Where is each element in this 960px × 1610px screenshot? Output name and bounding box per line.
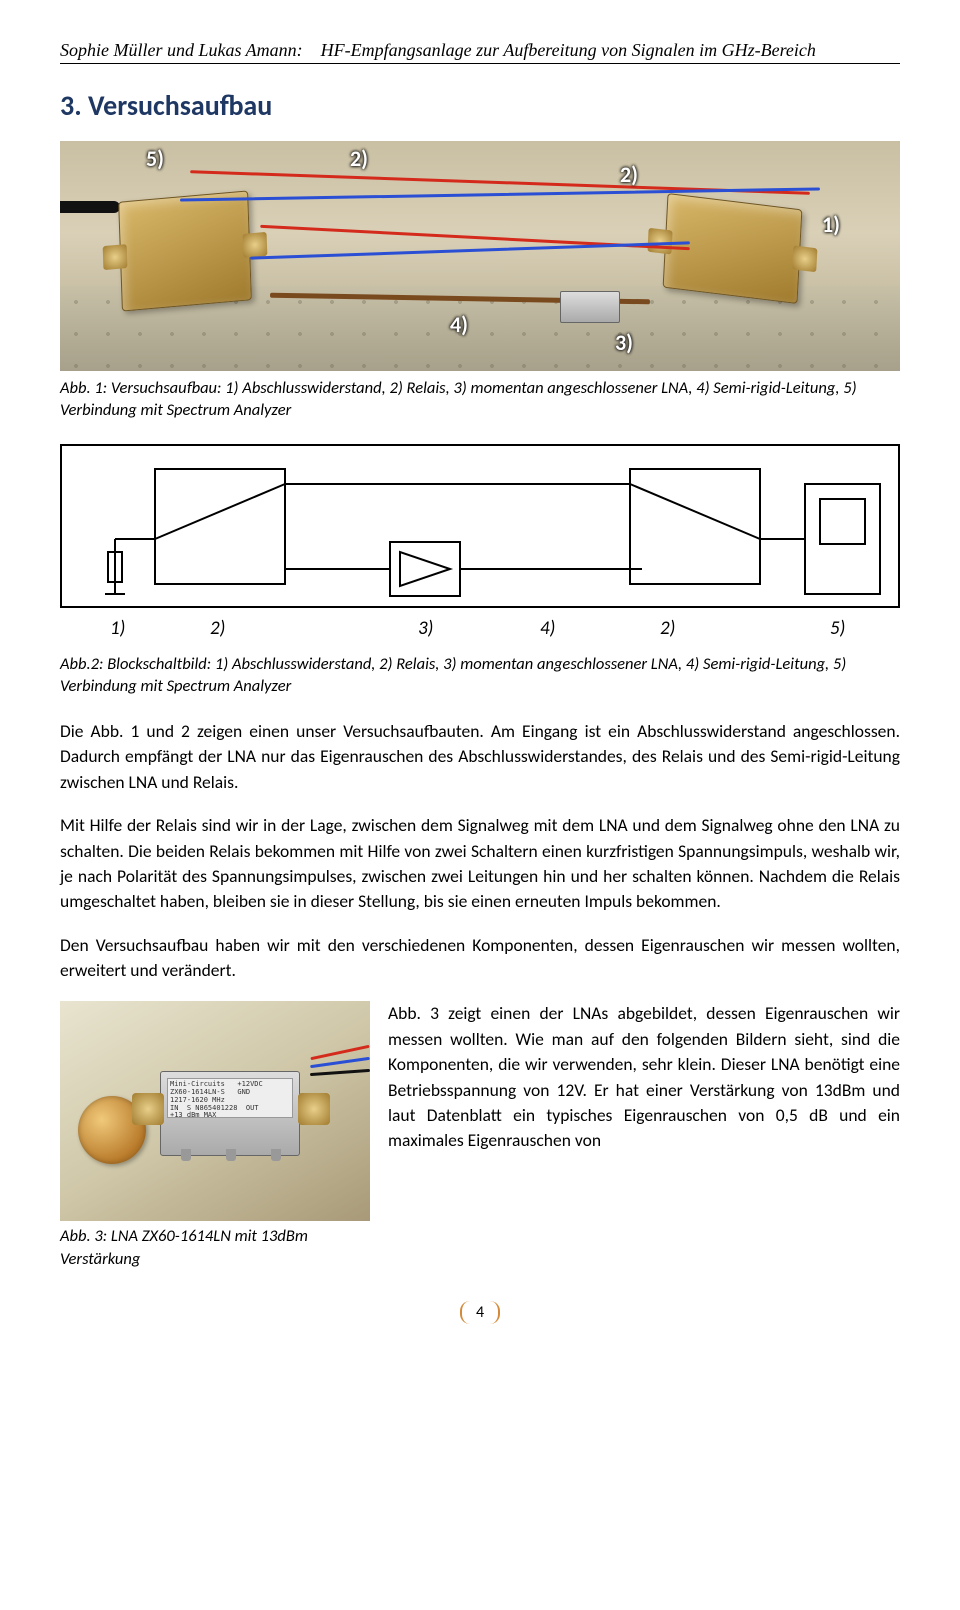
svg-text:2): 2) [210,617,225,640]
svg-text:3): 3) [418,617,433,640]
paragraph-4: Abb. 3 zeigt einen der LNAs abgebildet, … [388,1001,900,1153]
figure-2-diagram: 1) 2) 3) 4) 2) 5) [60,444,900,649]
svg-text:2): 2) [660,617,675,640]
svg-text:1): 1) [110,617,125,640]
paragraph-3: Den Versuchsaufbau haben wir mit den ver… [60,933,900,984]
fig1-label-1: 1) [822,211,840,238]
svg-text:5): 5) [830,617,845,640]
figure-2-caption: Abb.2: Blockschaltbild: 1) Abschlusswide… [60,653,900,698]
fig1-label-5: 5) [146,145,164,172]
svg-text:4): 4) [540,617,555,640]
header-title: HF-Empfangsanlage zur Aufbereitung von S… [321,40,816,60]
lna-label-plate: Mini-Circuits +12VDC ZX60-1614LN-S GND 1… [167,1078,293,1118]
page-number-wrap: 4 [60,1300,900,1324]
figure-1-caption: Abb. 1: Versuchsaufbau: 1) Abschlusswide… [60,377,900,422]
page-number: 4 [460,1301,500,1324]
figure-3-photo: Mini-Circuits +12VDC ZX60-1614LN-S GND 1… [60,1001,370,1221]
fig1-label-3: 3) [615,329,633,356]
header-authors: Sophie Müller und Lukas Amann: [60,40,303,60]
figure-1-photo: 5) 2) 2) 1) 4) 3) [60,141,900,371]
fig1-label-2b: 2) [620,161,638,188]
figure-3-caption: Abb. 3: LNA ZX60-1614LN mit 13dBm Verstä… [60,1225,370,1270]
paragraph-1: Die Abb. 1 und 2 zeigen einen unser Vers… [60,719,900,795]
fig1-label-2a: 2) [350,145,368,172]
fig1-label-4: 4) [450,311,468,338]
paragraph-2: Mit Hilfe der Relais sind wir in der Lag… [60,813,900,915]
running-header: Sophie Müller und Lukas Amann: HF-Empfan… [60,40,900,64]
section-title: 3. Versuchsaufbau [60,88,900,123]
